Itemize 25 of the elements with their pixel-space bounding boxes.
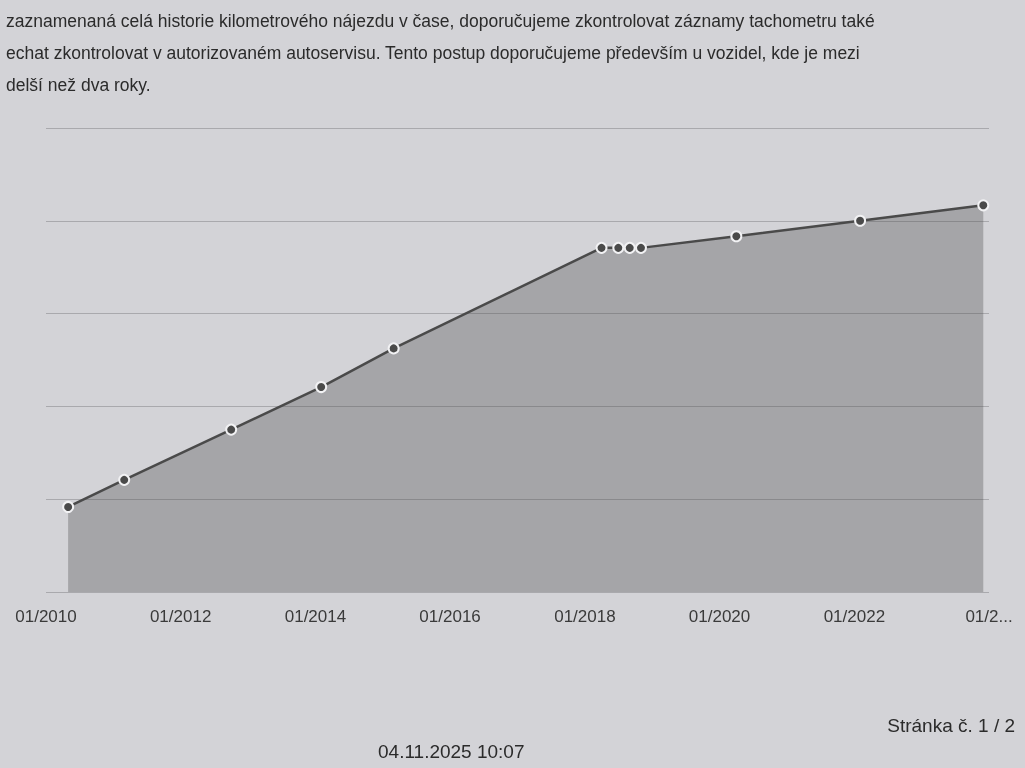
x-tick-label: 01/2022 <box>823 607 886 626</box>
x-tick-label: 01/2... <box>965 607 1013 626</box>
x-tick-label: 01/2010 <box>15 607 77 626</box>
text: echat zkontrolovat v autorizovaném autoservisu. Tento postup doporučujeme především u vozidel, kde je mezi <box>6 43 860 63</box>
point <box>854 214 867 227</box>
point <box>977 199 990 212</box>
point <box>634 241 647 254</box>
point <box>225 423 238 436</box>
x-tick-label: 01/2016 <box>419 607 481 626</box>
text: Stránka č. 1 / 2 <box>887 715 1016 736</box>
text: delší než dva roky. <box>6 75 151 95</box>
x-tick-label: 01/2012 <box>149 607 212 626</box>
point <box>315 381 328 394</box>
x-tick-label: 01/2020 <box>688 607 751 626</box>
point <box>595 241 608 254</box>
x-tick-label: 01/2014 <box>284 607 347 626</box>
text: zaznamenaná celá historie kilometrového nájezdu v čase, doporučujeme zkontrolovat záznamy tachometru také <box>6 11 875 31</box>
point <box>62 500 75 513</box>
point <box>118 473 131 486</box>
point <box>387 342 400 355</box>
text: 04.11.2025 10:07 <box>378 741 525 762</box>
point <box>623 241 636 254</box>
x-tick-label: 01/2018 <box>554 607 616 626</box>
point <box>730 230 743 243</box>
point <box>612 241 625 254</box>
